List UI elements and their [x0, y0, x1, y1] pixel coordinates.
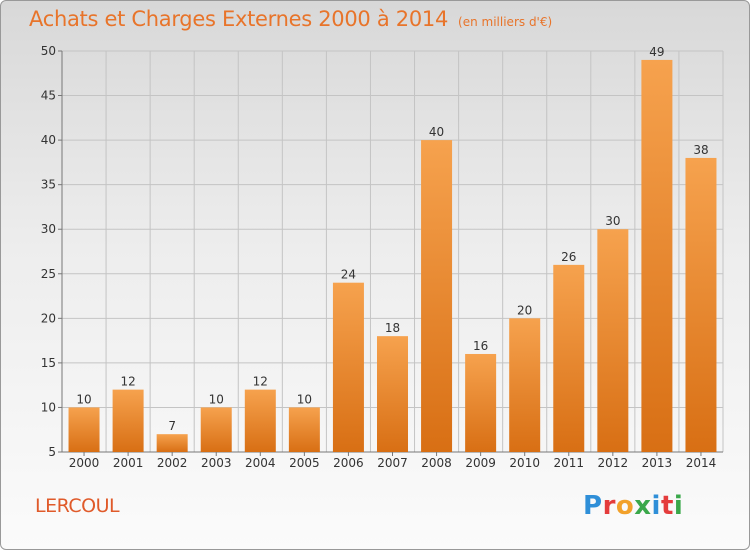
- data-label-2001: 12: [120, 375, 135, 389]
- y-tick-label: 5: [48, 445, 56, 459]
- data-label-2006: 24: [341, 268, 356, 282]
- data-label-2014: 38: [693, 143, 708, 157]
- y-tick-label: 45: [41, 89, 56, 103]
- y-tick-label: 10: [41, 400, 56, 414]
- data-label-2010: 20: [517, 303, 532, 317]
- x-tick-labels: 2000 2001 2002 2003 2004 2005 2006 2007 2008 2009…: [69, 456, 716, 470]
- data-label-2003: 10: [209, 392, 224, 406]
- x-tick-label-2007: 2007: [377, 456, 408, 470]
- bar-2009: [465, 353, 497, 452]
- y-tick-label: 40: [41, 133, 56, 147]
- y-tick-label: 50: [41, 44, 56, 58]
- y-tick-label: 30: [41, 222, 56, 236]
- x-tick-label-2010: 2010: [509, 456, 540, 470]
- data-label-2011: 26: [561, 250, 576, 264]
- bar-2014: [685, 157, 717, 452]
- bar-2003: [200, 407, 232, 452]
- bar-2007: [377, 336, 408, 452]
- data-label-2005: 10: [297, 392, 312, 406]
- x-tick-label-2006: 2006: [333, 456, 364, 470]
- x-tick-label-2001: 2001: [113, 456, 144, 470]
- x-tick-label-2011: 2011: [553, 456, 584, 470]
- data-label-2012: 30: [605, 214, 620, 228]
- logo-letter: x: [634, 491, 652, 521]
- data-labels: 10 12 7 10 12 10 24 18 40 16 20 26 30 49 38: [76, 45, 708, 433]
- data-label-2008: 40: [429, 125, 444, 139]
- bars: [68, 59, 717, 453]
- chart-title: Achats et Charges Externes 2000 à 2014: [29, 7, 449, 31]
- x-tick-label-2002: 2002: [157, 456, 188, 470]
- bar-2005: [288, 407, 320, 452]
- x-tick-label-2008: 2008: [421, 456, 452, 470]
- y-tick-label: 20: [41, 311, 56, 325]
- bar-2006: [332, 282, 364, 452]
- bar-2013: [641, 59, 673, 453]
- bar-2004: [244, 389, 276, 452]
- commune-name: LERCOUL: [35, 495, 120, 517]
- x-tick-label-2014: 2014: [686, 456, 717, 470]
- x-tick-label-2013: 2013: [642, 456, 673, 470]
- y-tick-label: 35: [41, 178, 56, 192]
- logo-letter: r: [602, 491, 616, 521]
- logo-letter: P: [583, 491, 603, 521]
- logo-letter: o: [615, 491, 635, 521]
- y-tick-label: 15: [41, 356, 56, 370]
- title-row: Achats et Charges Externes 2000 à 2014 (e…: [29, 7, 552, 31]
- chart-subtitle: (en milliers d'€): [458, 15, 553, 29]
- data-label-2007: 18: [385, 321, 400, 335]
- logo-letter: i: [673, 491, 684, 521]
- data-label-2013: 49: [649, 45, 664, 59]
- x-tick-label-2003: 2003: [201, 456, 232, 470]
- data-label-2002: 7: [168, 419, 176, 433]
- bar-2011: [553, 264, 585, 452]
- bar-2000: [68, 407, 100, 452]
- bar-2001: [112, 389, 144, 452]
- bar-2010: [509, 318, 541, 452]
- x-tick-label-2000: 2000: [69, 456, 100, 470]
- proxiti-logo: Proxiti: [583, 491, 683, 521]
- logo-letter: t: [660, 491, 674, 521]
- data-label-2009: 16: [473, 339, 488, 353]
- y-tick-label: 25: [41, 267, 56, 281]
- x-tick-label-2005: 2005: [289, 456, 320, 470]
- data-label-2004: 12: [253, 375, 268, 389]
- x-tick-label-2012: 2012: [598, 456, 629, 470]
- bar-2002: [156, 434, 188, 452]
- x-tick-label-2004: 2004: [245, 456, 276, 470]
- logo-letter: i: [651, 491, 661, 521]
- bar-2012: [597, 229, 629, 452]
- bar-2008: [421, 140, 453, 452]
- y-tick-labels: 5 10 15 20 25 30 35 40 45 50: [41, 44, 56, 459]
- x-tick-label-2009: 2009: [465, 456, 496, 470]
- data-label-2000: 10: [76, 392, 91, 406]
